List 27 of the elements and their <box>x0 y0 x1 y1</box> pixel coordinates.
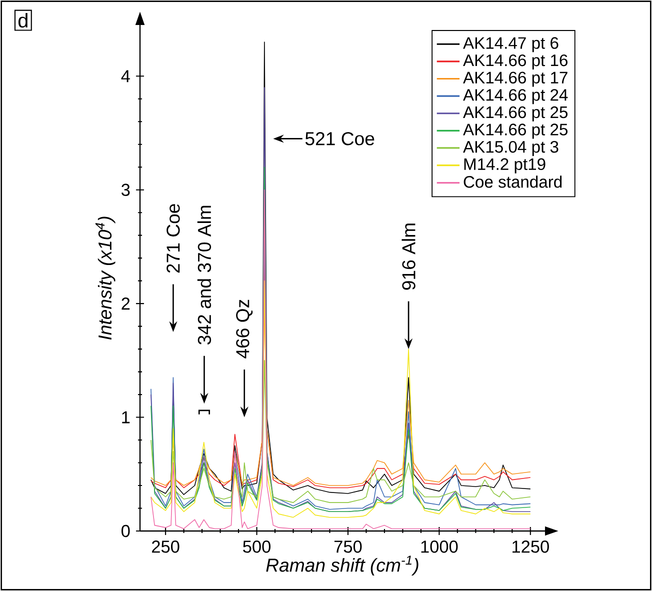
legend-label: AK14.66 pt 16 <box>463 54 568 70</box>
y-tick-label: 1 <box>122 411 130 424</box>
x-tick-label: 250 <box>152 540 180 553</box>
x-tick-label: 500 <box>243 540 270 553</box>
legend-label: AK14.66 pt 24 <box>463 89 568 104</box>
text: d <box>18 12 28 28</box>
x-tick-label: 1250 <box>512 540 549 553</box>
legend-label: AK14.66 pt 17 <box>463 72 568 87</box>
x-axis-title: Raman shift (cm$^{-1}$) <box>266 556 418 576</box>
legend-label: M14.2 pt19 <box>464 158 546 174</box>
y-tick-label: 2 <box>122 298 130 310</box>
legend-label: AK14.66 pt 25 <box>463 106 568 122</box>
x-tick-label: 1000 <box>421 540 458 553</box>
x-tick-label: 750 <box>334 540 362 553</box>
annotation: 521 Coe <box>305 132 374 146</box>
legend-label: AK14.66 pt 25 <box>463 124 568 139</box>
legend-label: AK14.47 pt 6 <box>463 37 558 52</box>
annotation: 342 and 370 Alm <box>197 206 212 344</box>
annotation: 916 Alm <box>402 224 416 290</box>
y-tick-label: 0 <box>122 524 130 538</box>
annotation: 271 Coe <box>166 204 180 273</box>
y-axis-title: Intensity (x10$^{4}$) <box>96 216 116 340</box>
legend-label: Coe standard <box>464 176 562 188</box>
legend-label: AK15.04 pt 3 <box>463 140 558 156</box>
y-tick-label: 4 <box>121 70 130 82</box>
annotation: 466 Qz <box>236 300 253 358</box>
y-tick-label: 3 <box>122 184 130 196</box>
